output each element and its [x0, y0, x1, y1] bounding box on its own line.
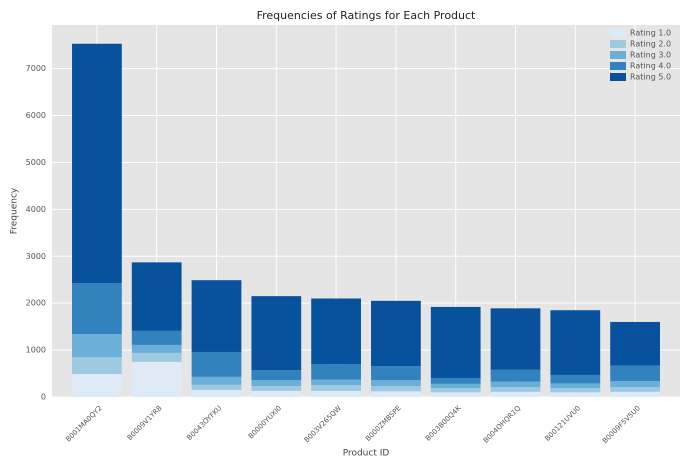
legend-swatch — [610, 73, 626, 81]
legend-label: Rating 2.0 — [630, 40, 671, 49]
legend-label: Rating 3.0 — [630, 51, 671, 60]
y-tick-label: 5000 — [26, 158, 46, 167]
bar-segment — [430, 383, 481, 389]
bar-segment — [311, 385, 361, 391]
bar-segment — [72, 283, 122, 335]
bar-segment — [610, 321, 660, 366]
bar-segment — [72, 334, 122, 358]
legend-swatch — [610, 51, 626, 59]
bar-segment — [610, 365, 660, 382]
bar-segment — [251, 386, 302, 391]
bar-segment — [371, 300, 421, 367]
bar-segment — [131, 262, 182, 331]
legend-swatch — [610, 29, 626, 37]
bar-segment — [191, 351, 242, 377]
bar-segment — [490, 308, 541, 370]
bar-segment — [131, 344, 182, 353]
y-tick-label: 6000 — [26, 111, 46, 120]
bar-segment — [550, 374, 601, 384]
bar-segment — [191, 389, 242, 397]
bar-segment — [490, 391, 541, 397]
x-axis-label: Product ID — [343, 449, 390, 459]
y-tick-label: 2000 — [26, 299, 46, 308]
y-axis-label: Frequency — [10, 187, 20, 234]
bar-segment — [131, 352, 182, 362]
y-tick-label: 0 — [41, 393, 46, 402]
bar-segment — [72, 374, 122, 397]
x-tick-label: B0009V1YR8 — [126, 404, 164, 442]
bar-segment — [550, 392, 601, 397]
bar-segment — [430, 306, 481, 379]
bar-segment — [430, 388, 481, 393]
bar-segment — [251, 390, 302, 397]
bar-segment — [131, 330, 182, 345]
bar-segment — [72, 357, 122, 375]
bar-segment — [191, 376, 242, 385]
y-tick-label: 4000 — [26, 205, 46, 214]
bar-segment — [430, 378, 481, 384]
bar-segment — [610, 381, 660, 388]
x-tick-label: B00121UVU0 — [544, 404, 583, 443]
x-tick-label: B000ZMBSPE — [364, 404, 403, 443]
bar-segment — [371, 386, 421, 392]
x-tick-label: B003B00Q4K — [424, 404, 463, 443]
bar-segment — [131, 361, 182, 397]
bar-segment — [251, 370, 302, 381]
bar-segment — [251, 296, 302, 371]
x-tick-label: B0000YUXI0 — [247, 404, 283, 440]
bar-segment — [371, 380, 421, 387]
bar-segment — [191, 384, 242, 390]
bar-segment — [430, 392, 481, 397]
bar-segment — [610, 391, 660, 397]
legend-swatch — [610, 62, 626, 70]
x-tick-label: B0043OYFKU — [185, 404, 223, 442]
x-tick-label: B004OHQR1Q — [482, 404, 523, 445]
bar-segment — [371, 366, 421, 381]
x-tick-label: B0009F5V5U0 — [601, 404, 642, 445]
y-tick-label: 7000 — [26, 64, 46, 73]
x-tick-label: B001MA0QY2 — [64, 404, 103, 443]
legend-label: Rating 1.0 — [630, 29, 671, 38]
y-tick-label: 1000 — [26, 346, 46, 355]
bar-segment — [490, 369, 541, 382]
bar-segment — [311, 364, 361, 380]
bar-segment — [311, 298, 361, 365]
bar-segment — [371, 391, 421, 397]
bar-segment — [311, 379, 361, 386]
bar-segment — [550, 383, 601, 389]
bar-segment — [610, 387, 660, 392]
chart-title: Frequencies of Ratings for Each Product — [257, 9, 476, 22]
bar-segment — [191, 280, 242, 352]
bar-segment — [311, 390, 361, 397]
bar-segment — [251, 380, 302, 387]
legend-label: Rating 4.0 — [630, 62, 671, 71]
bar-segment — [550, 310, 601, 375]
legend-swatch — [610, 40, 626, 48]
x-tick-label: B003V265QW — [303, 404, 343, 444]
bar-segment — [72, 43, 122, 284]
bar-segment — [490, 381, 541, 388]
y-tick-label: 3000 — [26, 252, 46, 261]
legend-label: Rating 5.0 — [630, 73, 671, 82]
bar-segment — [550, 388, 601, 393]
bar-segment — [490, 387, 541, 392]
